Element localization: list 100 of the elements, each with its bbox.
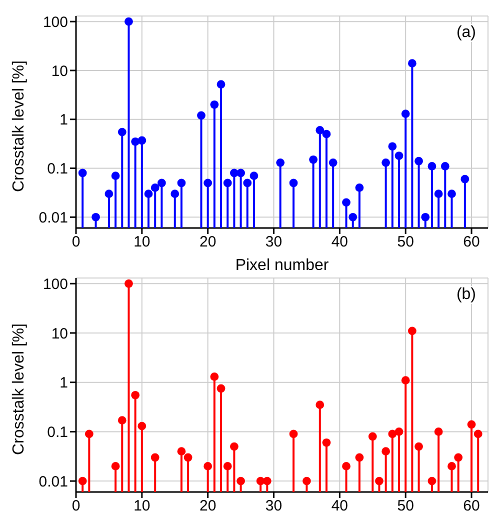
point	[210, 372, 219, 381]
point	[309, 155, 318, 164]
point	[84, 430, 94, 438]
point	[448, 190, 456, 198]
x-tick-label: 20	[199, 498, 216, 515]
point	[157, 178, 166, 188]
point	[440, 162, 450, 170]
point	[111, 172, 120, 180]
x-axis-title: Pixel number	[235, 257, 330, 274]
point	[197, 111, 206, 120]
point	[428, 476, 436, 486]
point	[204, 178, 212, 188]
annotation: (b)	[456, 286, 476, 304]
y-tick-label: 100	[42, 276, 68, 293]
x-tick-label: 30	[265, 498, 282, 515]
x-tick-label: 10	[134, 498, 150, 515]
point	[177, 178, 186, 188]
point	[236, 476, 245, 486]
point	[342, 198, 350, 207]
point	[355, 453, 364, 462]
x-tick-label: 50	[397, 234, 414, 251]
point	[216, 384, 226, 393]
point	[322, 438, 331, 447]
point	[421, 212, 430, 222]
point	[322, 130, 331, 138]
y-tick-label: 1	[60, 374, 68, 392]
point	[316, 400, 324, 410]
point	[210, 100, 219, 109]
point	[328, 158, 338, 167]
point	[262, 476, 272, 486]
y-tick-label: 0.01	[38, 473, 68, 490]
point	[216, 80, 226, 89]
point	[434, 427, 443, 436]
point	[448, 462, 456, 470]
y-tick-label: 1	[60, 112, 68, 129]
point	[375, 476, 384, 486]
point	[382, 158, 390, 167]
point	[118, 416, 126, 425]
point	[414, 442, 423, 451]
y-tick-label: 10	[51, 325, 68, 342]
y-tick-label: 0.1	[47, 424, 68, 442]
point	[118, 128, 126, 136]
point	[434, 190, 443, 198]
point	[474, 430, 482, 438]
point	[460, 174, 470, 184]
point	[138, 422, 146, 430]
point	[289, 178, 298, 188]
point	[408, 59, 416, 68]
point	[454, 453, 463, 462]
point	[104, 190, 114, 198]
point	[368, 432, 377, 441]
point	[78, 168, 87, 178]
x-tick-label: 0	[72, 234, 80, 251]
point	[131, 390, 140, 400]
point	[92, 212, 100, 222]
point	[150, 184, 160, 192]
x-tick-label: 40	[331, 498, 348, 515]
point	[204, 462, 212, 470]
point	[467, 420, 476, 429]
point	[316, 126, 324, 134]
x-tick-label: 50	[397, 498, 414, 515]
point	[177, 447, 186, 456]
point	[388, 430, 397, 438]
point	[111, 462, 120, 470]
point	[388, 142, 397, 151]
y-tick-label: 100	[42, 14, 68, 31]
point	[394, 427, 404, 436]
y-tick-label: 10	[51, 62, 68, 80]
point	[302, 476, 311, 486]
point	[342, 462, 350, 470]
y-tick-label: 0.01	[38, 209, 68, 226]
point	[289, 430, 298, 438]
point	[236, 168, 245, 178]
y-tick-label: 0.1	[47, 160, 68, 178]
x-tick-label: 40	[331, 234, 348, 251]
x-tick-label: 60	[463, 234, 480, 251]
point	[382, 447, 390, 456]
x-tick-label: 10	[134, 234, 150, 251]
x-tick-label: 30	[265, 234, 282, 251]
point	[355, 184, 364, 192]
point	[223, 178, 232, 188]
y-axis-title: Crosstalk level [%]	[10, 60, 28, 192]
point	[348, 212, 358, 222]
point	[230, 442, 238, 451]
point	[243, 178, 252, 188]
point	[401, 376, 410, 384]
point	[250, 172, 258, 180]
point	[408, 326, 416, 336]
point	[401, 110, 410, 118]
point	[184, 453, 192, 462]
point	[223, 462, 232, 470]
point	[428, 162, 436, 170]
point	[170, 190, 180, 198]
point	[150, 453, 160, 462]
point	[138, 136, 146, 145]
annotation: (a)	[456, 24, 476, 42]
point	[124, 17, 133, 26]
y-axis-title: Crosstalk level [%]	[10, 323, 28, 455]
x-tick-label: 20	[199, 234, 216, 251]
point	[78, 476, 87, 486]
